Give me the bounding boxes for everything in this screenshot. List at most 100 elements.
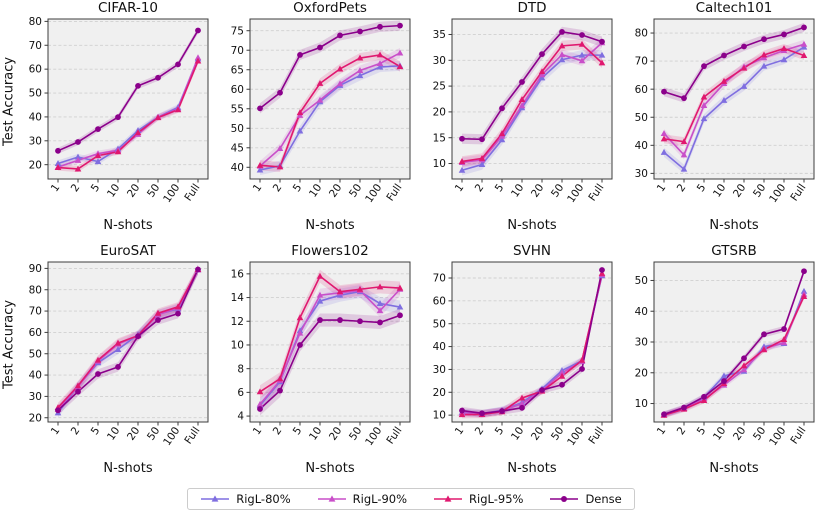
svg-text:1: 1	[49, 182, 63, 194]
svg-text:40: 40	[433, 341, 446, 353]
chart-svhn: SVHN 10 20 30 40 50 60 70 1 2 5 10 20 50 100 Full N-sh…	[416, 243, 618, 479]
svg-text:100: 100	[363, 182, 384, 205]
svg-text:70: 70	[433, 273, 446, 285]
svg-text:45: 45	[231, 142, 244, 154]
svg-text:12: 12	[231, 316, 244, 328]
svg-text:50: 50	[635, 275, 648, 287]
svg-text:30: 30	[433, 55, 446, 67]
svg-text:1: 1	[251, 182, 265, 194]
chart-title: Flowers102	[291, 243, 369, 259]
svg-text:20: 20	[125, 182, 143, 200]
legend-label: RigL-90%	[352, 492, 408, 506]
svg-text:5: 5	[89, 182, 103, 194]
svg-text:100: 100	[767, 425, 788, 448]
svg-text:70: 70	[231, 45, 244, 57]
svg-text:100: 100	[161, 182, 182, 205]
svg-text:15: 15	[433, 132, 446, 144]
x-axis-label: N-shots	[507, 218, 557, 233]
svg-text:20: 20	[125, 425, 143, 443]
svg-text:30: 30	[29, 391, 42, 403]
x-axis-label: N-shots	[103, 218, 153, 233]
y-axis-label: Test Accuracy	[1, 56, 17, 147]
svg-text:1: 1	[655, 425, 669, 437]
svg-text:55: 55	[231, 103, 244, 115]
svg-text:50: 50	[347, 182, 365, 200]
svg-text:10: 10	[635, 398, 648, 410]
charts-row-1: Test Accuracy CIFAR-10 20 30 40 50 60 70 80 1 2 5…	[0, 0, 822, 243]
svg-text:5: 5	[493, 182, 507, 194]
legend-label: RigL-80%	[236, 492, 291, 506]
svg-text:50: 50	[231, 123, 244, 135]
svg-text:100: 100	[363, 425, 384, 448]
svg-text:40: 40	[231, 162, 244, 174]
svg-text:6: 6	[237, 387, 244, 399]
legend-item-rigl-95: RigL-95%	[433, 492, 523, 506]
legend: RigL-80% RigL-90% RigL-95% Dense	[187, 488, 635, 510]
legend-item-dense: Dense	[549, 492, 622, 506]
svg-text:2: 2	[473, 182, 487, 194]
x-axis-label: N-shots	[103, 461, 153, 476]
chart-caltech101: Caltech101 30 40 50 60 70 80 1 2 5 10 20 50 100 Full …	[618, 0, 820, 236]
chart-title: CIFAR-10	[97, 0, 159, 16]
svg-text:75: 75	[231, 25, 244, 37]
y-axis-label: Test Accuracy	[1, 299, 17, 390]
svg-text:30: 30	[635, 337, 648, 349]
svg-text:Full: Full	[182, 425, 202, 447]
svg-text:4: 4	[237, 411, 244, 423]
svg-text:50: 50	[635, 112, 648, 124]
svg-text:8: 8	[237, 363, 244, 375]
chart-gtsrb: GTSRB 10 20 30 40 50 1 2 5 10 20 50 100 Full N-shots	[618, 243, 820, 479]
svg-text:5: 5	[291, 182, 305, 194]
svg-text:40: 40	[29, 112, 42, 124]
chart-oxfordpets: OxfordPets 40 45 50 55 60 65 70 75 1 2 5 10 20 50 100 F…	[214, 0, 416, 236]
svg-text:2: 2	[69, 182, 83, 194]
svg-text:20: 20	[731, 182, 749, 200]
svg-text:10: 10	[231, 340, 244, 352]
svg-text:50: 50	[751, 182, 769, 200]
svg-text:1: 1	[49, 425, 63, 437]
svg-text:5: 5	[291, 425, 305, 437]
legend-item-rigl-90: RigL-90%	[317, 492, 407, 506]
svg-text:20: 20	[29, 159, 42, 171]
svg-text:50: 50	[549, 425, 567, 443]
svg-text:5: 5	[89, 425, 103, 437]
svg-text:90: 90	[29, 263, 42, 275]
svg-text:10: 10	[105, 182, 123, 200]
svg-text:65: 65	[231, 64, 244, 76]
svg-text:10: 10	[105, 425, 123, 443]
svg-text:50: 50	[751, 425, 769, 443]
svg-text:100: 100	[767, 182, 788, 205]
svg-text:50: 50	[29, 88, 42, 100]
svg-text:20: 20	[635, 367, 648, 379]
svg-text:16: 16	[231, 268, 245, 280]
chart-cifar-10: Test Accuracy CIFAR-10 20 30 40 50 60 70 80 1 2 5…	[0, 0, 214, 236]
svg-text:80: 80	[29, 284, 42, 296]
svg-text:60: 60	[231, 84, 244, 96]
x-axis-label: N-shots	[305, 461, 355, 476]
svg-text:50: 50	[347, 425, 365, 443]
svg-text:Full: Full	[586, 182, 606, 204]
svg-text:20: 20	[731, 425, 749, 443]
chart-title: GTSRB	[711, 243, 757, 259]
svg-text:1: 1	[655, 182, 669, 194]
svg-text:2: 2	[271, 182, 285, 194]
svg-text:60: 60	[433, 295, 446, 307]
svg-text:2: 2	[69, 425, 83, 437]
chart-title: SVHN	[512, 243, 552, 259]
svg-text:10: 10	[509, 182, 527, 200]
legend-marker-rigl-95-icon	[434, 495, 463, 502]
svg-text:100: 100	[565, 182, 586, 205]
svg-text:60: 60	[635, 84, 648, 96]
svg-text:20: 20	[529, 425, 547, 443]
svg-text:60: 60	[29, 64, 42, 76]
svg-text:10: 10	[307, 425, 325, 443]
svg-text:5: 5	[493, 425, 507, 437]
svg-text:50: 50	[433, 318, 446, 330]
svg-text:30: 30	[433, 364, 446, 376]
svg-text:20: 20	[327, 425, 345, 443]
